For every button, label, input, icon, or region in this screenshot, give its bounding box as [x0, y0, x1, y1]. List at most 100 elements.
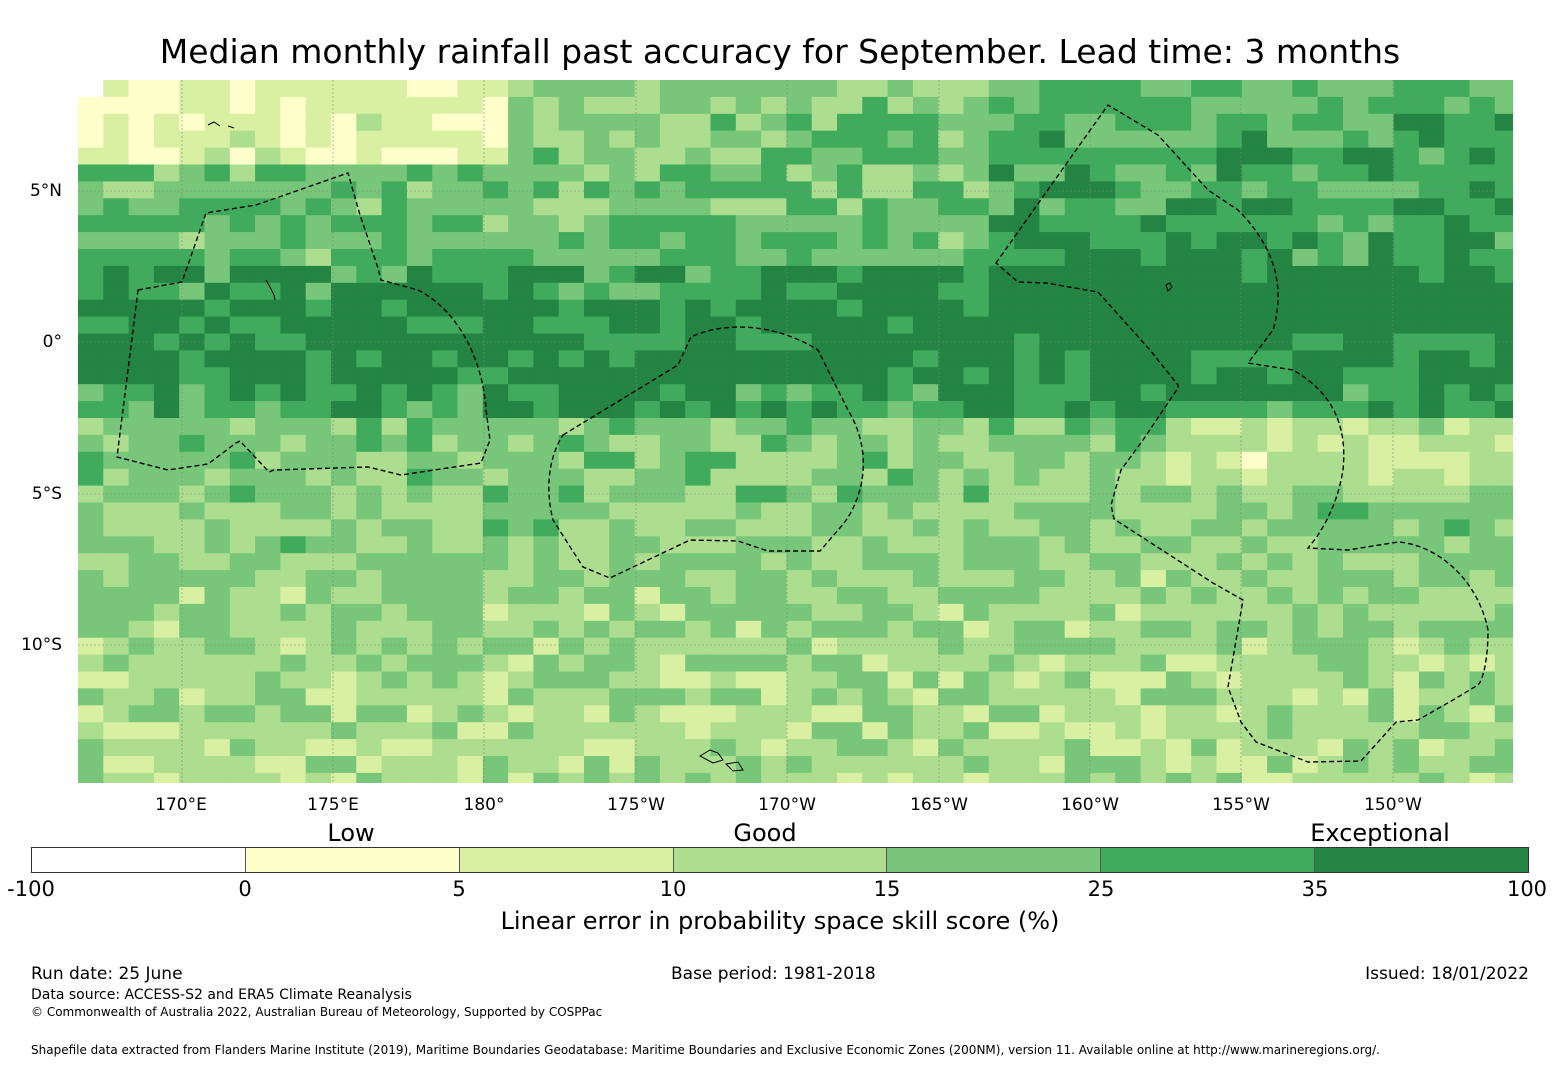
- grid-cell: [609, 603, 636, 622]
- grid-cell: [179, 502, 205, 520]
- grid-cell: [988, 215, 1015, 233]
- grid-cell: [1444, 468, 1470, 487]
- grid-cell: [381, 434, 408, 453]
- grid-cell: [103, 147, 130, 165]
- grid-cell: [1216, 249, 1243, 267]
- grid-cell: [1469, 181, 1496, 199]
- grid-cell: [735, 198, 762, 216]
- grid-cell: [229, 147, 256, 165]
- grid-cell: [1317, 164, 1344, 182]
- grid-cell: [103, 654, 130, 672]
- lon-label: 180°: [463, 795, 505, 815]
- grid-cell: [1393, 739, 1420, 757]
- grid-cell: [811, 265, 838, 284]
- grid-cell: [1014, 587, 1040, 605]
- grid-cell: [912, 130, 939, 149]
- grid-cell: [988, 688, 1015, 706]
- grid-cell: [356, 671, 383, 689]
- grid-cell: [1317, 367, 1344, 385]
- grid-cell: [78, 722, 104, 740]
- grid-cell: [1317, 570, 1344, 588]
- grid-cell: [432, 265, 458, 284]
- grid-cell: [1115, 316, 1142, 334]
- colorbar: [31, 847, 1529, 873]
- grid-cell: [331, 147, 357, 165]
- grid-cell: [558, 772, 585, 783]
- grid-cell: [1165, 164, 1192, 182]
- grid-cell: [482, 739, 509, 757]
- grid-cell: [305, 350, 332, 368]
- grid-cell: [1241, 654, 1268, 672]
- grid-cell: [179, 113, 205, 132]
- grid-cell: [153, 350, 180, 368]
- grid-cell: [1393, 603, 1420, 622]
- grid-cell: [1241, 316, 1268, 334]
- grid-cell: [1115, 249, 1142, 267]
- grid-cell: [153, 96, 180, 115]
- grid-cell: [508, 756, 534, 774]
- grid-cell: [887, 316, 914, 334]
- grid-cell: [1494, 282, 1513, 301]
- grid-cell: [229, 350, 256, 368]
- grid-cell: [1165, 671, 1192, 689]
- grid-cell: [786, 705, 813, 723]
- grid-cell: [988, 536, 1015, 554]
- grid-cell: [963, 587, 990, 605]
- grid-cell: [381, 113, 408, 132]
- grid-cell: [1368, 232, 1395, 250]
- grid-cell: [1292, 367, 1319, 385]
- grid-cell: [1418, 401, 1445, 419]
- grid-cell: [584, 468, 610, 487]
- grid-cell: [381, 451, 408, 470]
- grid-cell: [1140, 587, 1167, 605]
- grid-cell: [988, 485, 1015, 503]
- grid-cell: [1115, 553, 1142, 571]
- grid-cell: [331, 401, 357, 419]
- grid-cell: [457, 249, 484, 267]
- grid-cell: [1191, 570, 1217, 588]
- grid-cell: [280, 96, 307, 115]
- grid-cell: [1216, 553, 1243, 571]
- grid-cell: [1140, 772, 1167, 783]
- grid-cell: [735, 113, 762, 132]
- grid-cell: [761, 164, 787, 182]
- grid-cell: [887, 654, 914, 672]
- grid-cell: [533, 367, 560, 385]
- grid-cell: [634, 350, 661, 368]
- grid-cell: [1418, 620, 1445, 639]
- grid-cell: [153, 367, 180, 385]
- grid-cell: [1090, 418, 1116, 436]
- grid-cell: [1393, 587, 1420, 605]
- grid-cell: [1444, 316, 1470, 334]
- grid-cell: [432, 299, 458, 318]
- grid-cell: [988, 418, 1015, 436]
- grid-cell: [786, 502, 813, 520]
- grid-cell: [1292, 434, 1319, 453]
- grid-cell: [103, 688, 130, 706]
- grid-cell: [204, 299, 231, 318]
- colorbar-tick: 100: [1506, 877, 1548, 901]
- grid-cell: [786, 113, 813, 132]
- grid-cell: [179, 637, 205, 656]
- grid-cell: [1469, 620, 1496, 639]
- grid-cell: [153, 113, 180, 132]
- grid-cell: [609, 570, 636, 588]
- grid-cell: [179, 671, 205, 689]
- grid-cell: [558, 705, 585, 723]
- grid-cell: [255, 130, 281, 149]
- grid-cell: [1267, 739, 1293, 757]
- grid-cell: [331, 536, 357, 554]
- grid-cell: [1444, 147, 1470, 165]
- grid-cell: [1090, 451, 1116, 470]
- grid-cell: [1469, 756, 1496, 774]
- grid-cell: [1140, 671, 1167, 689]
- grid-cell: [457, 80, 484, 98]
- grid-cell: [988, 603, 1015, 622]
- grid-cell: [1014, 181, 1040, 199]
- grid-cell: [179, 147, 205, 165]
- grid-cell: [128, 299, 155, 318]
- grid-cell: [862, 434, 889, 453]
- grid-cell: [837, 265, 863, 284]
- grid-cell: [634, 113, 661, 132]
- grid-cell: [255, 113, 281, 132]
